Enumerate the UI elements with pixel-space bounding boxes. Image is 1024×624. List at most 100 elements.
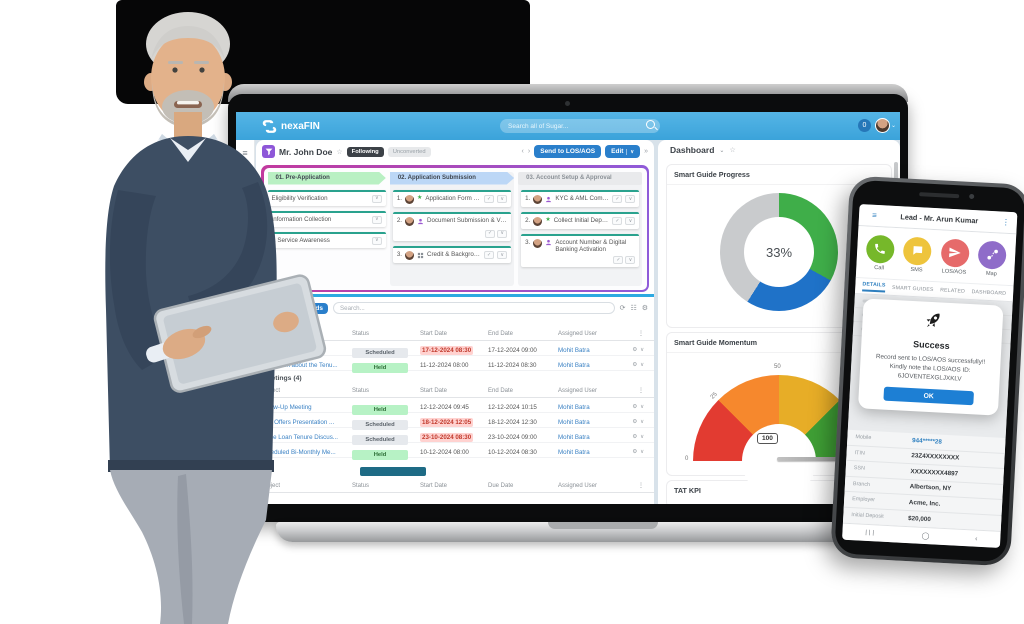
task-check-icon[interactable]: ✓ (485, 229, 496, 238)
col-assigned-user[interactable]: Assigned User (558, 387, 598, 394)
los-aos-action[interactable]: LOS/AOS (940, 237, 970, 275)
nav-recents-icon[interactable]: ||| (865, 529, 877, 537)
pagination-button[interactable] (360, 467, 426, 476)
col-start-date[interactable]: Start Date (420, 482, 448, 489)
nexafin-logo[interactable]: nexaFIN (262, 119, 320, 133)
task-caret-icon[interactable]: ∨ (371, 215, 382, 224)
task-card[interactable]: 2. ★ Collect Initial Deposit ✓ ∨ (521, 211, 640, 229)
task-check-icon[interactable]: ✓ (612, 217, 623, 225)
list-view-icon[interactable]: ☷ (630, 305, 637, 312)
records-search-input[interactable] (333, 302, 615, 314)
table-row[interactable]: Follow-Up Meeting Held 12-12-2024 09:45 … (256, 398, 654, 415)
table-row[interactable]: Home Loan Tenure Discus... Scheduled 23-… (256, 428, 654, 445)
col-end-date[interactable]: End Date (488, 330, 514, 337)
row-caret-icon[interactable]: ∨ (640, 434, 644, 440)
tab-smart-guides[interactable]: SMART GUIDES (891, 284, 934, 293)
row-gear-icon[interactable]: ⚙ (632, 434, 638, 440)
sms-action[interactable]: SMS (902, 235, 933, 273)
assigned-user-link[interactable]: Mohit Batra (558, 403, 590, 411)
col-actions-icon[interactable]: ⋮ (638, 331, 644, 337)
task-card[interactable]: & Service Awareness ∨ (267, 231, 386, 248)
task-card[interactable]: Eligibility Verification ∨ (267, 189, 386, 206)
row-caret-icon[interactable]: ∨ (640, 419, 644, 425)
sidebar-menu-icon[interactable]: ≡ (242, 148, 248, 158)
task-caret-icon[interactable]: ∨ (371, 194, 382, 203)
table-row[interactable]: New Offers Presentation ... Scheduled 18… (256, 413, 654, 430)
col-start-date[interactable]: Start Date (420, 387, 448, 394)
task-caret-icon[interactable]: ∨ (625, 217, 636, 225)
col-due-date[interactable]: Due Date (488, 482, 514, 489)
task-caret-icon[interactable]: ∨ (497, 229, 508, 238)
assigned-user-link[interactable]: Mohit Batra (558, 433, 590, 441)
task-card[interactable]: 1. ★ Application Form Completion ✓ ∨ (392, 189, 512, 207)
tab-details[interactable]: DETAILS (862, 280, 886, 293)
col-assigned-user[interactable]: Assigned User (558, 482, 598, 489)
following-badge[interactable]: Following (346, 146, 384, 157)
task-card[interactable]: 1. KYC & AML Compliance ✓ ∨ (521, 189, 640, 207)
row-caret-icon[interactable]: ∨ (640, 449, 644, 455)
row-gear-icon[interactable]: ⚙ (632, 404, 638, 410)
task-check-icon[interactable]: ✓ (484, 251, 495, 259)
nav-back-icon[interactable]: ‹ (974, 535, 978, 543)
search-icon[interactable] (646, 120, 658, 131)
dashboard-caret-icon[interactable]: ⌄ (719, 147, 725, 154)
task-caret-icon[interactable]: ∨ (625, 195, 636, 203)
tab-dashboard[interactable]: DASHBOARD (971, 288, 1007, 297)
col-status[interactable]: Status (352, 387, 370, 394)
send-to-los-button[interactable]: Send to LOS/AOS (534, 145, 602, 158)
expand-icon[interactable]: » (644, 148, 648, 155)
task-caret-icon[interactable]: ∨ (371, 236, 382, 245)
task-card[interactable]: 3. Account Number & Digital Banking Acti… (521, 233, 640, 267)
task-caret-icon[interactable]: ∨ (497, 251, 508, 259)
tab-related[interactable]: RELATED (939, 286, 966, 295)
user-menu-caret-icon[interactable]: ⌄ (891, 123, 897, 129)
col-actions-icon[interactable]: ⋮ (638, 388, 644, 394)
task-check-icon[interactable]: ✓ (613, 256, 624, 264)
assigned-user-link[interactable]: Mohit Batra (558, 346, 590, 354)
call-action[interactable]: Call (865, 234, 895, 271)
row-caret-icon[interactable]: ∨ (640, 404, 644, 410)
task-card[interactable]: 2. Document Submission & Verification ✓ … (392, 211, 512, 241)
task-caret-icon[interactable]: ∨ (625, 256, 636, 264)
kebab-menu-icon[interactable]: ⋮ (1001, 217, 1011, 227)
row-gear-icon[interactable]: ⚙ (632, 362, 638, 368)
row-gear-icon[interactable]: ⚙ (632, 419, 638, 425)
col-actions-icon[interactable]: ⋮ (638, 483, 644, 489)
field-value-link[interactable]: 944*****28 (911, 436, 943, 446)
refresh-icon[interactable]: ⟳ (619, 305, 626, 312)
task-check-icon[interactable]: ✓ (484, 195, 495, 203)
assigned-user-link[interactable]: Mohit Batra (558, 448, 590, 456)
prev-record-icon[interactable]: ‹ (521, 148, 524, 155)
modal-ok-button[interactable]: OK (883, 387, 974, 406)
favorite-star-icon[interactable]: ☆ (336, 148, 343, 156)
col-status[interactable]: Status (352, 482, 370, 489)
menu-hamburger-icon[interactable]: ≡ (871, 210, 877, 220)
notification-badge[interactable]: 0 (858, 119, 871, 132)
row-caret-icon[interactable]: ∨ (640, 362, 644, 368)
map-action[interactable]: Map (977, 239, 1008, 277)
next-record-icon[interactable]: › (527, 148, 531, 155)
assigned-user-link[interactable]: Mohit Batra (558, 361, 590, 369)
settings-gear-icon[interactable]: ⚙ (641, 305, 648, 312)
task-card[interactable]: 3. Credit & Background Checks ✓ ∨ (392, 245, 512, 263)
dashboard-star-icon[interactable]: ☆ (729, 147, 736, 154)
task-caret-icon[interactable]: ∨ (497, 195, 508, 203)
table-row[interactable]: Discussion about the Tenu... Held 11-12-… (256, 356, 654, 373)
table-row[interactable]: New Offer Discussi... Scheduled 17-12-20… (256, 341, 654, 358)
user-avatar[interactable] (875, 118, 890, 133)
progress-donut[interactable]: 33% (720, 193, 838, 311)
row-caret-icon[interactable]: ∨ (640, 347, 644, 353)
col-start-date[interactable]: Start Date (420, 330, 448, 337)
global-search-input[interactable] (500, 119, 660, 133)
task-card[interactable]: Information Collection ∨ (267, 210, 386, 227)
edit-button[interactable]: Edit ∨ (605, 145, 641, 158)
nav-home-icon[interactable]: ◯ (921, 532, 930, 541)
row-gear-icon[interactable]: ⚙ (632, 449, 638, 455)
task-check-icon[interactable]: ✓ (612, 195, 623, 203)
table-row[interactable]: Scheduled Bi-Monthly Me... Held 10-12-20… (256, 443, 654, 460)
col-status[interactable]: Status (352, 330, 370, 337)
col-assigned-user[interactable]: Assigned User (558, 330, 598, 337)
assigned-user-link[interactable]: Mohit Batra (558, 418, 590, 426)
col-end-date[interactable]: End Date (488, 387, 514, 394)
row-gear-icon[interactable]: ⚙ (632, 347, 638, 353)
